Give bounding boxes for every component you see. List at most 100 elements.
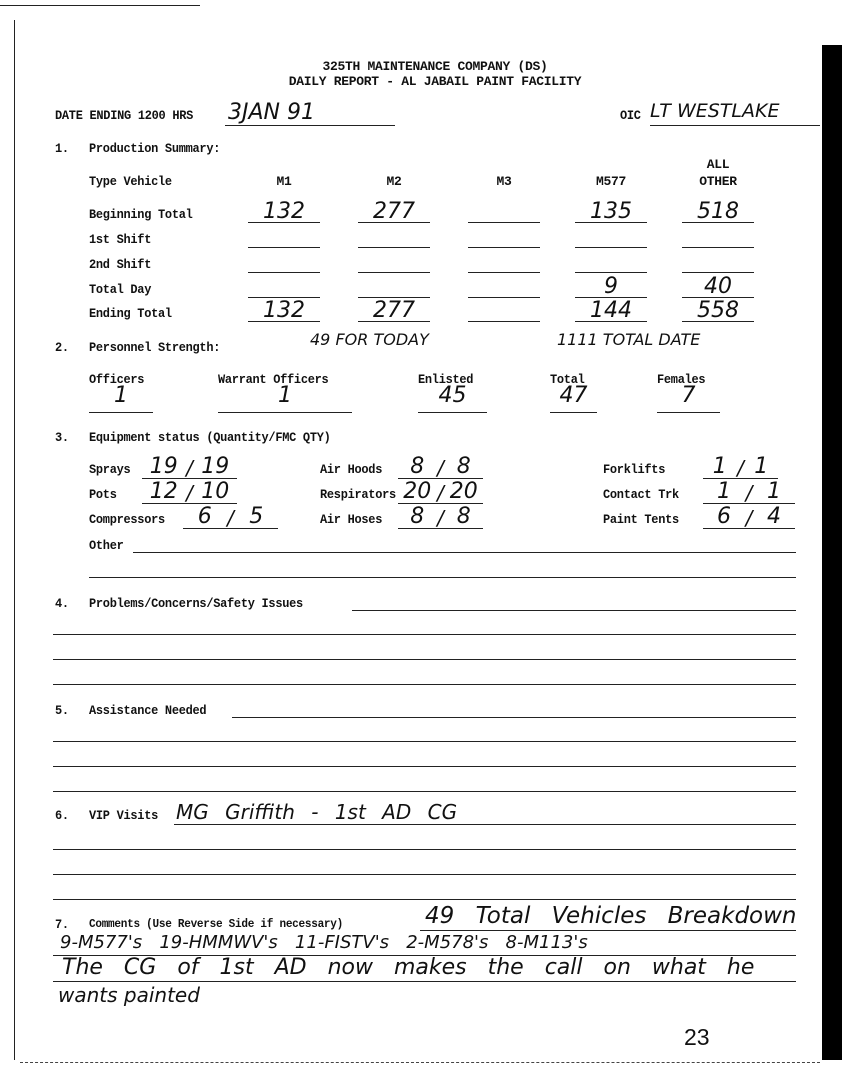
entry-line xyxy=(575,272,647,273)
col-m2: M2 xyxy=(386,174,402,189)
production-value: 132 xyxy=(263,199,305,224)
personnel-label: Females xyxy=(657,372,706,387)
production-value: 132 xyxy=(263,298,305,323)
entry-line xyxy=(468,222,540,223)
equipment-fmc: 20 xyxy=(449,479,478,504)
personnel-label: Officers xyxy=(89,372,145,387)
blank-line xyxy=(232,717,796,718)
equipment-qty: 20 xyxy=(403,479,432,504)
equipment-fmc: 1 xyxy=(767,479,781,504)
entry-line xyxy=(358,297,430,298)
blank-line xyxy=(53,766,796,767)
comment-underline xyxy=(53,955,796,956)
personnel-value: 1 xyxy=(114,383,128,408)
entry-line xyxy=(358,247,430,248)
entry-line xyxy=(703,503,795,504)
section-number: 2. xyxy=(55,340,69,355)
slash-separator: / xyxy=(437,481,444,505)
blank-line xyxy=(53,849,796,850)
equipment-qty: 1 xyxy=(712,454,727,479)
equipment-qty: 6 xyxy=(717,504,731,529)
slash-separator: / xyxy=(437,506,444,530)
entry-line xyxy=(575,247,647,248)
company-title: 325TH MAINTENANCE COMPANY (DS) xyxy=(322,59,548,74)
col-m3: M3 xyxy=(496,174,512,189)
date-label: DATE ENDING 1200 HRS xyxy=(55,108,194,123)
blank-line xyxy=(53,634,796,635)
section-number: 3. xyxy=(55,430,69,445)
col-other: OTHER xyxy=(699,174,737,189)
row-label: 2nd Shift xyxy=(89,257,152,272)
entry-line xyxy=(682,272,754,273)
blank-line xyxy=(53,684,796,685)
entry-line xyxy=(703,528,795,529)
personnel-value: 7 xyxy=(681,383,696,408)
entry-line xyxy=(703,478,778,479)
equipment-fmc: 8 xyxy=(456,454,471,479)
blank-line xyxy=(53,741,796,742)
equipment-label: Compressors xyxy=(89,512,165,527)
production-value: 144 xyxy=(590,298,632,323)
equipment-fmc: 10 xyxy=(201,479,230,504)
entry-line xyxy=(248,222,320,223)
slash-separator: / xyxy=(186,481,193,505)
section-number: 4. xyxy=(55,596,69,611)
entry-line xyxy=(682,222,754,223)
equipment-label: Air Hoods xyxy=(320,462,383,477)
other-line xyxy=(133,552,796,553)
section-title: Assistance Needed xyxy=(89,703,207,718)
equipment-qty: 1 xyxy=(717,479,731,504)
blank-line xyxy=(53,874,796,875)
personnel-label: Total xyxy=(550,372,585,387)
equipment-qty: 12 xyxy=(149,479,178,504)
row-label: Total Day xyxy=(89,282,152,297)
production-value: 135 xyxy=(590,199,632,224)
vip-value: MG Griffith - 1st AD CG xyxy=(176,800,458,824)
entry-line xyxy=(248,272,320,273)
row-label: 1st Shift xyxy=(89,232,152,247)
oic-underline xyxy=(650,125,820,126)
equipment-label: Forklifts xyxy=(603,462,666,477)
section-title: Production Summary: xyxy=(89,141,221,156)
equipment-fmc: 8 xyxy=(456,504,471,529)
entry-line xyxy=(89,412,153,413)
slash-separator: / xyxy=(737,456,744,480)
equipment-label: Respirators xyxy=(320,487,396,502)
entry-line xyxy=(575,297,647,298)
production-value: 558 xyxy=(697,298,739,323)
oic-label: OIC xyxy=(620,108,641,123)
entry-line xyxy=(575,222,647,223)
comment-line: 9-M577's 19-HMMWV's 11-FISTV's 2-M578's … xyxy=(60,932,588,953)
scan-bottom-edge xyxy=(20,1062,820,1063)
production-value: 277 xyxy=(373,298,415,323)
production-value: 40 xyxy=(704,274,732,299)
entry-line xyxy=(358,222,430,223)
col-m577: M577 xyxy=(595,174,626,189)
entry-line xyxy=(682,297,754,298)
equipment-label: Contact Trk xyxy=(603,487,679,502)
comment-line: The CG of 1st AD now makes the call on w… xyxy=(62,955,755,980)
section-title: Comments (Use Reverse Side if necessary) xyxy=(89,917,343,931)
personnel-value: 47 xyxy=(559,383,588,408)
entry-line xyxy=(468,297,540,298)
scan-top-edge xyxy=(0,5,200,6)
entry-line xyxy=(468,321,540,322)
entry-line xyxy=(657,412,720,413)
slash-separator: / xyxy=(227,506,234,530)
equipment-label: Paint Tents xyxy=(603,512,679,527)
comment-underline xyxy=(420,930,796,931)
entry-line xyxy=(142,503,237,504)
slash-separator: / xyxy=(437,456,444,480)
section-number: 7. xyxy=(55,917,69,932)
entry-line xyxy=(550,412,597,413)
equipment-label: Sprays xyxy=(89,462,131,477)
comment-underline xyxy=(53,981,796,982)
type-vehicle-label: Type Vehicle xyxy=(89,174,172,189)
equipment-fmc: 4 xyxy=(767,504,781,529)
entry-line xyxy=(398,503,483,504)
oic-value: LT WESTLAKE xyxy=(650,100,780,122)
equipment-fmc: 19 xyxy=(201,454,230,479)
personnel-total-note: 1111 TOTAL DATE xyxy=(557,330,701,349)
report-title: DAILY REPORT - AL JABAIL PAINT FACILITY xyxy=(288,74,582,89)
blank-line xyxy=(53,659,796,660)
